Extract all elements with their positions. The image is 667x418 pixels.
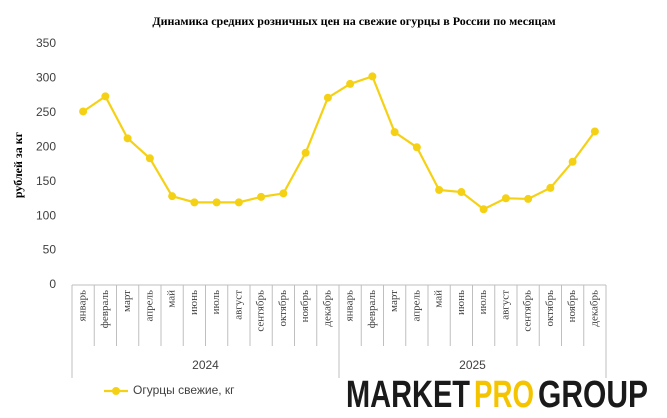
- x-tick-label: июль: [210, 290, 222, 314]
- x-tick-label: октябрь: [277, 290, 289, 327]
- y-tick-label: 50: [43, 243, 57, 257]
- data-point: [368, 72, 377, 81]
- series-line: [82, 74, 596, 211]
- x-tick-label: декабрь: [588, 290, 600, 327]
- x-tick-label: март: [388, 290, 400, 312]
- data-point: [168, 192, 177, 201]
- y-tick-label: 100: [36, 208, 56, 222]
- x-tick-label: декабрь: [321, 290, 333, 327]
- data-point: [257, 192, 266, 201]
- x-tick-label: май: [166, 290, 178, 308]
- data-point: [79, 107, 88, 116]
- data-point: [145, 154, 154, 163]
- data-point: [323, 93, 332, 102]
- watermark: MARKET: [346, 374, 470, 416]
- x-tick-label: январь: [344, 290, 356, 321]
- data-point: [101, 92, 110, 101]
- watermark: GROUP: [538, 374, 648, 416]
- x-tick-label: февраль: [366, 290, 378, 328]
- data-point: [390, 128, 399, 137]
- data-point: [435, 185, 444, 194]
- data-point: [190, 198, 199, 207]
- data-point: [590, 127, 599, 136]
- x-tick-label: август: [232, 290, 244, 320]
- x-tick-label: июнь: [455, 290, 467, 315]
- data-point: [568, 157, 577, 166]
- x-tick-label: апрель: [410, 290, 422, 322]
- data-point: [501, 194, 510, 203]
- data-point: [346, 79, 355, 88]
- chart-title: Динамика средних розничных цен на свежие…: [152, 14, 555, 28]
- x-tick-label: ноябрь: [299, 290, 311, 322]
- x-tick-label: август: [499, 290, 511, 320]
- data-point: [279, 189, 288, 198]
- y-tick-label: 150: [36, 174, 56, 188]
- x-tick-label: октябрь: [544, 290, 556, 327]
- data-point: [412, 143, 421, 152]
- x-tick-label: сентябрь: [522, 290, 534, 332]
- data-point: [524, 194, 533, 203]
- x-tick-label: май: [433, 290, 445, 308]
- y-tick-label: 350: [36, 36, 56, 50]
- y-tick-label: 200: [36, 139, 56, 153]
- year-label: 2025: [459, 358, 486, 372]
- x-tick-label: ноябрь: [566, 290, 578, 322]
- x-tick-label: январь: [77, 290, 89, 321]
- x-tick-label: июнь: [188, 290, 200, 315]
- y-tick-label: 300: [36, 71, 56, 85]
- x-tick-label: апрель: [143, 290, 155, 322]
- y-tick-label: 0: [49, 277, 56, 291]
- year-label: 2024: [192, 358, 219, 372]
- legend-label: Огурцы свежие, кг: [133, 383, 235, 397]
- data-point: [212, 198, 221, 207]
- watermark: PRO: [474, 374, 534, 416]
- data-point: [457, 188, 466, 197]
- legend-marker: [112, 387, 120, 395]
- data-point: [123, 134, 132, 143]
- data-point: [479, 205, 488, 214]
- y-axis-label: рублей за кг: [11, 131, 25, 198]
- data-point: [301, 148, 310, 157]
- data-point: [234, 198, 243, 207]
- x-tick-label: июль: [477, 290, 489, 314]
- data-point: [546, 183, 555, 192]
- x-tick-label: сентябрь: [255, 290, 267, 332]
- y-tick-label: 250: [36, 105, 56, 119]
- x-tick-label: февраль: [99, 290, 111, 328]
- x-tick-label: март: [121, 290, 133, 312]
